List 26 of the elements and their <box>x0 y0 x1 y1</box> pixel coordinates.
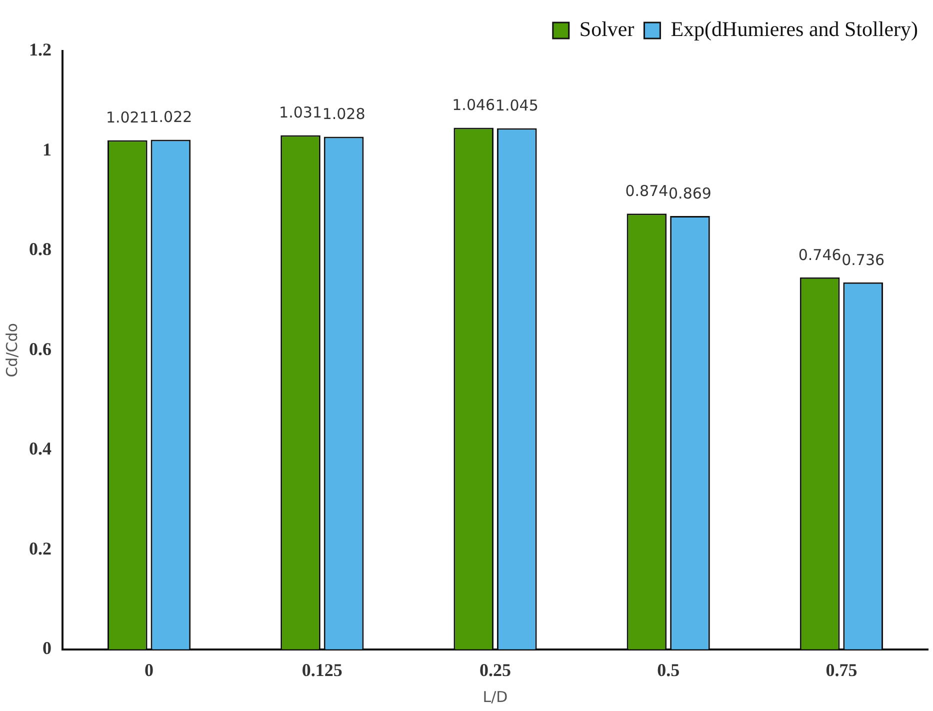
data-label: 0.736 <box>842 250 885 269</box>
x-tick-label: 0 <box>144 660 154 680</box>
data-label: 1.031 <box>279 104 322 122</box>
y-tick-label: 0.2 <box>29 538 52 558</box>
y-tick-label: 0.4 <box>29 438 52 459</box>
legend-label: Solver <box>579 17 634 42</box>
y-tick-label: 0 <box>42 638 52 658</box>
x-tick-label: 0.75 <box>826 660 858 680</box>
x-axis-title: L/D <box>482 688 508 706</box>
x-tick-label: 0.25 <box>480 660 511 680</box>
x-tick-label: 0.125 <box>302 660 342 680</box>
data-label: 1.046 <box>452 96 496 114</box>
data-label: 1.021 <box>106 108 149 127</box>
data-label: 1.028 <box>322 105 366 124</box>
y-tick-label: 1 <box>42 139 52 160</box>
data-label: 1.022 <box>149 108 192 126</box>
data-label: 0.869 <box>668 184 712 202</box>
legend-label: Exp(dHumieres and Stollery) <box>670 17 918 42</box>
y-axis-title: Cd/Cdo <box>2 323 21 378</box>
y-tick-label: 0.6 <box>29 338 52 359</box>
y-tick-label: 0.8 <box>29 239 52 260</box>
x-tick-label: 0.5 <box>657 660 680 680</box>
data-label: 0.874 <box>625 182 668 200</box>
data-label: 1.045 <box>495 96 538 115</box>
data-label: 0.746 <box>798 246 842 264</box>
y-tick-label: 1.2 <box>29 40 52 60</box>
